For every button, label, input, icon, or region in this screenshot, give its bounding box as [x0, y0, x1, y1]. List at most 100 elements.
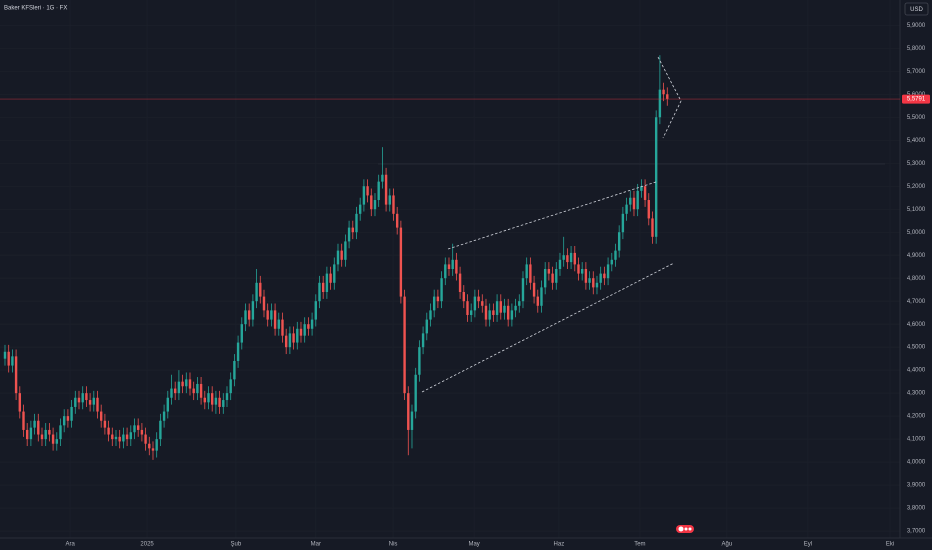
- candle-body: [588, 278, 591, 283]
- candle-body: [407, 393, 410, 430]
- candle: [151, 441, 155, 460]
- y-tick-label: 5,5000: [907, 115, 926, 121]
- candle-body: [196, 383, 199, 394]
- candle-body: [610, 259, 613, 265]
- candle-body: [207, 393, 210, 403]
- chart-title: Baker KFSleri · 1G · FX: [4, 6, 67, 12]
- candle: [592, 271, 595, 295]
- candle-body: [458, 273, 462, 292]
- candle: [262, 289, 266, 318]
- candle: [532, 275, 536, 304]
- candle: [240, 317, 243, 350]
- candle: [418, 340, 421, 382]
- candle-body: [344, 241, 347, 260]
- y-tick-label: 3,8000: [907, 506, 926, 512]
- candle-body: [373, 200, 377, 210]
- event-icon[interactable]: [676, 525, 694, 533]
- candle: [362, 179, 366, 212]
- candle-body: [66, 416, 70, 421]
- candle-body: [429, 310, 432, 320]
- candle: [296, 321, 299, 350]
- candle: [518, 294, 521, 313]
- candle: [595, 275, 599, 295]
- candle: [255, 269, 258, 309]
- candle: [266, 303, 269, 327]
- candle: [18, 386, 21, 419]
- candle: [514, 298, 517, 318]
- candle: [562, 236, 565, 267]
- candle-body: [551, 273, 554, 283]
- candle: [111, 427, 114, 447]
- candle-body: [621, 213, 625, 233]
- candle: [510, 303, 514, 327]
- candle: [658, 55, 662, 125]
- candle-body: [233, 360, 236, 380]
- candle-body: [310, 319, 314, 329]
- candle-body: [388, 195, 391, 205]
- candle: [159, 413, 162, 447]
- x-tick-label: 2025: [140, 542, 154, 548]
- candle: [99, 404, 103, 428]
- candle: [103, 413, 107, 435]
- candle: [181, 374, 184, 394]
- candle: [310, 312, 314, 336]
- candle: [273, 303, 277, 336]
- candle: [40, 427, 44, 447]
- candle-body: [370, 195, 373, 210]
- candle-body: [55, 439, 58, 444]
- candle: [29, 420, 33, 447]
- grid: [0, 0, 900, 538]
- candle: [521, 271, 525, 309]
- candle-body: [414, 374, 417, 412]
- x-tick-label: Ağu: [722, 542, 733, 548]
- candle: [392, 188, 395, 221]
- candle: [129, 425, 132, 447]
- candle-body: [503, 305, 506, 313]
- candle-body: [218, 397, 221, 407]
- candle: [214, 390, 218, 414]
- candle-body: [173, 388, 177, 394]
- candle-body: [199, 383, 203, 398]
- candle: [469, 303, 473, 322]
- candle: [429, 303, 432, 327]
- candle-body: [177, 381, 181, 394]
- candle-body: [592, 278, 595, 288]
- candle: [173, 381, 177, 401]
- candle-body: [558, 259, 562, 269]
- candle: [640, 179, 643, 198]
- currency-box[interactable]: [904, 2, 929, 16]
- candle-body: [506, 305, 510, 320]
- candle-body: [7, 351, 10, 366]
- candle-body: [3, 351, 7, 359]
- candle-body: [273, 310, 277, 329]
- candle-body: [22, 411, 25, 430]
- y-tick-label: 4,4000: [907, 368, 926, 374]
- candle: [284, 328, 288, 355]
- candle: [136, 418, 140, 437]
- candle: [370, 188, 373, 217]
- candle: [321, 275, 325, 299]
- candle: [292, 326, 295, 350]
- candle-body: [44, 429, 47, 440]
- x-tick-label: Haz: [554, 542, 565, 548]
- candle-body: [321, 282, 325, 292]
- candle-body: [451, 259, 454, 269]
- candle-body: [340, 250, 343, 260]
- last-price-label: 5,5791: [907, 97, 926, 103]
- currency-label[interactable]: USD: [910, 7, 923, 13]
- candle: [162, 404, 166, 428]
- candle-body: [229, 379, 232, 394]
- candle-body: [477, 296, 480, 302]
- candle-body: [96, 397, 99, 412]
- candle: [662, 82, 665, 102]
- candle: [366, 179, 369, 203]
- candle-body: [244, 310, 247, 325]
- candle: [462, 285, 465, 309]
- candle: [166, 390, 169, 419]
- candle: [170, 374, 173, 405]
- candle: [569, 246, 573, 269]
- candle-body: [362, 186, 366, 205]
- candle-body: [11, 356, 14, 366]
- candle-body: [403, 296, 406, 394]
- candle-body: [540, 287, 543, 306]
